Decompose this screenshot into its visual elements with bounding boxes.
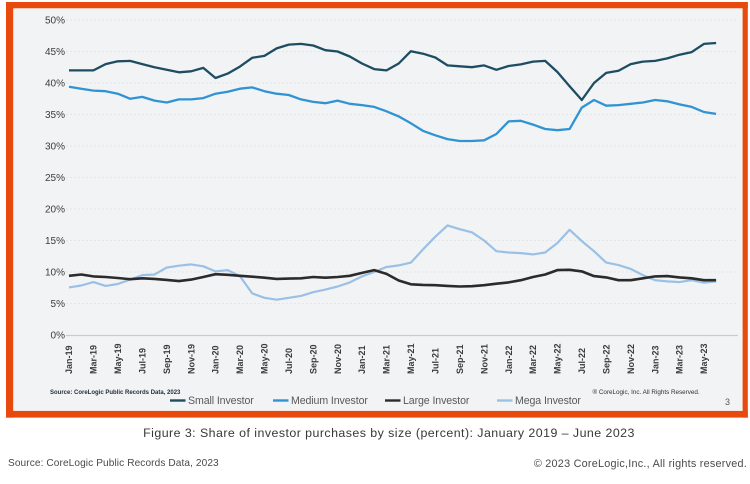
svg-text:25%: 25% [45, 173, 65, 184]
svg-text:30%: 30% [45, 142, 65, 153]
svg-text:Sep-22: Sep-22 [601, 344, 611, 374]
svg-text:May-23: May-23 [699, 343, 709, 374]
svg-text:Nov-22: Nov-22 [626, 344, 636, 374]
svg-text:Jul-21: Jul-21 [431, 348, 441, 374]
svg-text:Medium Investor: Medium Investor [291, 395, 368, 407]
svg-text:Mar-22: Mar-22 [528, 345, 538, 374]
svg-text:Figure 3: Share of investor pu: Figure 3: Share of investor purchases by… [143, 426, 635, 440]
svg-text:Nov-19: Nov-19 [186, 344, 196, 374]
svg-text:Jan-22: Jan-22 [504, 345, 514, 374]
svg-text:Sep-20: Sep-20 [308, 344, 318, 374]
svg-text:15%: 15% [45, 236, 65, 247]
svg-text:Jul-20: Jul-20 [284, 348, 294, 374]
svg-text:Mar-23: Mar-23 [675, 345, 685, 374]
svg-text:Jan-20: Jan-20 [211, 345, 221, 374]
svg-text:Mar-21: Mar-21 [382, 345, 392, 374]
svg-text:Mar-19: Mar-19 [89, 345, 99, 374]
svg-text:Sep-19: Sep-19 [162, 344, 172, 374]
svg-text:May-22: May-22 [553, 343, 563, 374]
svg-text:3: 3 [725, 397, 730, 407]
svg-text:0%: 0% [51, 331, 66, 342]
svg-text:Jan-23: Jan-23 [650, 345, 660, 374]
svg-text:35%: 35% [45, 110, 65, 121]
svg-text:Sep-21: Sep-21 [455, 344, 465, 374]
svg-text:May-21: May-21 [406, 343, 416, 374]
svg-text:10%: 10% [45, 268, 65, 279]
svg-text:Nov-20: Nov-20 [333, 344, 343, 374]
svg-text:May-19: May-19 [113, 343, 123, 374]
svg-text:50%: 50% [45, 16, 65, 27]
svg-text:20%: 20% [45, 205, 65, 216]
svg-text:Source: CoreLogic Public Recor: Source: CoreLogic Public Records Data, 2… [50, 390, 181, 396]
svg-text:Jul-22: Jul-22 [577, 348, 587, 374]
svg-text:45%: 45% [45, 47, 65, 58]
svg-text:Jul-19: Jul-19 [138, 348, 148, 374]
svg-text:Nov-21: Nov-21 [479, 344, 489, 374]
svg-text:5%: 5% [51, 299, 66, 310]
svg-text:Jan-19: Jan-19 [64, 345, 74, 374]
svg-text:40%: 40% [45, 79, 65, 90]
svg-text:© 2023 CoreLogic,Inc., All rig: © 2023 CoreLogic,Inc., All rights reserv… [534, 458, 747, 470]
svg-text:Large Investor: Large Investor [403, 395, 470, 407]
svg-text:Source: CoreLogic Public Recor: Source: CoreLogic Public Records Data, 2… [8, 458, 219, 469]
svg-text:Mega Investor: Mega Investor [515, 395, 581, 407]
svg-text:Small Investor: Small Investor [188, 395, 254, 407]
svg-text:May-20: May-20 [260, 343, 270, 374]
svg-text:® CoreLogic, Inc. All Rights R: ® CoreLogic, Inc. All Rights Reserved. [593, 388, 700, 396]
svg-text:Jan-21: Jan-21 [357, 345, 367, 374]
svg-text:Mar-20: Mar-20 [235, 345, 245, 374]
